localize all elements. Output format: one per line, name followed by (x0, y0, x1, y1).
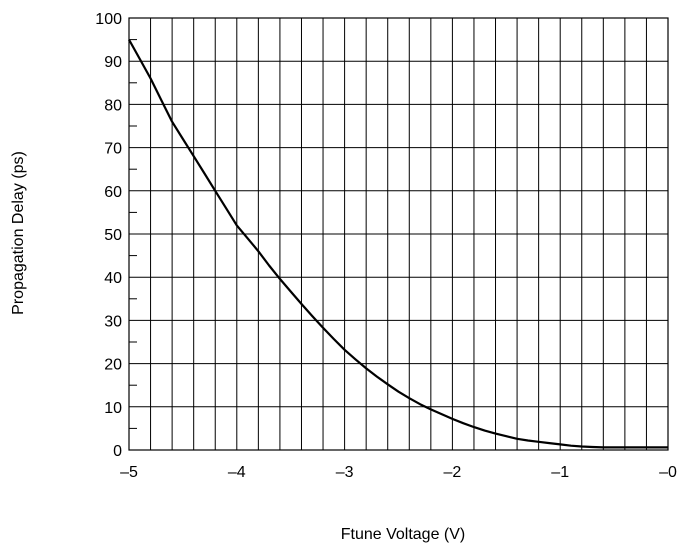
y-tick-label: 0 (113, 443, 122, 460)
y-tick-label: 100 (95, 11, 122, 28)
x-tick-label: –5 (120, 464, 138, 481)
x-tick-labels: –5 –4 –3 –2 –1 –0 (120, 464, 677, 481)
y-tick-label: 90 (104, 54, 122, 71)
y-tick-label: 80 (104, 97, 122, 114)
x-tick-label: –1 (551, 464, 569, 481)
x-tick-label: –3 (336, 464, 354, 481)
y-tick-labels: 0 10 20 30 40 50 60 70 80 90 100 (95, 11, 122, 460)
y-tick-label: 50 (104, 227, 122, 244)
x-tick-label: –0 (659, 464, 677, 481)
y-tick-label: 60 (104, 184, 122, 201)
y-axis-label: Propagation Delay (ps) (10, 151, 27, 315)
y-tick-label: 10 (104, 400, 122, 417)
x-tick-label: –4 (228, 464, 246, 481)
x-tick-label: –2 (444, 464, 462, 481)
plot-frame (128, 17, 669, 451)
minor-ticks (129, 39, 137, 429)
delay-curve (128, 39, 668, 449)
y-tick-label: 70 (104, 141, 122, 158)
y-tick-label: 20 (104, 357, 122, 374)
series-layer (128, 39, 668, 449)
grid (129, 18, 668, 450)
y-tick-label: 30 (104, 313, 122, 330)
x-axis-label: Ftune Voltage (V) (341, 526, 466, 543)
y-tick-label: 40 (104, 270, 122, 287)
